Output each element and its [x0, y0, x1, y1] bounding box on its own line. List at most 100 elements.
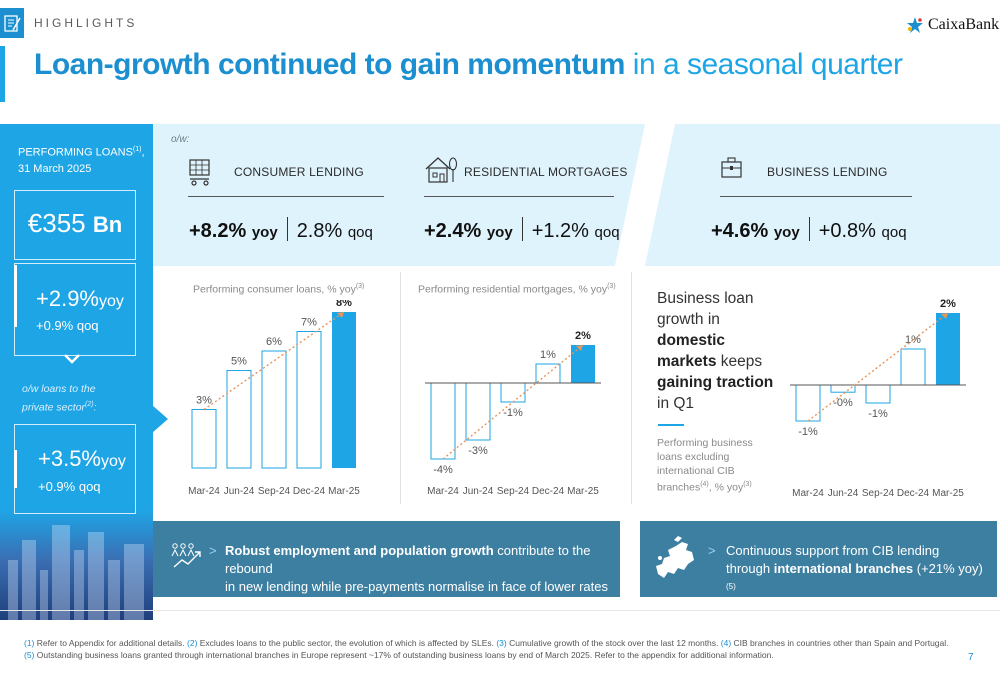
bar-Jun-24: [226, 370, 252, 469]
trend-line: [203, 311, 345, 411]
title-light: in a seasonal quarter: [624, 48, 903, 81]
cart-icon: [188, 157, 212, 192]
chart-divider-2: [631, 272, 632, 504]
data-label-Sep-24: 6%: [266, 336, 282, 348]
business-lending-label: BUSINESS LENDING: [767, 165, 888, 179]
data-label-Jun-24: 5%: [231, 356, 247, 368]
data-label-Mar-24: -1%: [798, 426, 818, 438]
private-qoq: +0.9% qoq: [38, 479, 101, 494]
europe-map-icon: [648, 534, 700, 589]
data-label-Dec-24: 1%: [540, 349, 556, 361]
data-label-Mar-25: 2%: [940, 298, 956, 310]
data-label-Mar-24: 3%: [196, 395, 212, 407]
total-loans-box: [14, 190, 136, 260]
tick-label-Mar-25: Mar-25: [932, 488, 964, 499]
bar-Dec-24: [900, 348, 926, 386]
total-loans-value: €355 Bn: [27, 208, 123, 238]
segments-band: [153, 124, 1000, 266]
bar-Mar-24: [795, 384, 821, 422]
business-chart-note: Performing business loans excluding inte…: [657, 437, 753, 494]
bar-Sep-24: [261, 350, 287, 469]
tick-label-Dec-24: Dec-24: [532, 486, 565, 497]
consumer-loans-chart: 3% Mar-24 5% Jun-24 6% Sep-24 7% Dec-24 8% Mar-25: [188, 300, 360, 497]
data-label-Sep-24: -1%: [868, 408, 888, 420]
banner-arrow-right: >: [708, 543, 716, 558]
star-icon: [907, 17, 923, 33]
page-number: 7: [968, 652, 974, 663]
data-label-Mar-25: 8%: [336, 300, 352, 309]
performing-loans-label: PERFORMING LOANS(1), 31 March 2025: [18, 146, 145, 175]
consumer-chart-title: Performing consumer loans, % yoy(3): [193, 283, 365, 296]
house-icon: [424, 153, 458, 190]
page-title: Loan-growth continued to gain momentum i…: [34, 48, 903, 82]
bar-Mar-24: [430, 382, 456, 460]
cib-banner-text: Continuous support from CIB lending thro…: [726, 543, 983, 591]
total-qoq: +0.9% qoq: [36, 318, 99, 333]
bar-Mar-25: [332, 312, 356, 468]
bar-Jun-24: [465, 382, 491, 441]
business-loans-chart: -1%Mar-24-0%Jun-24-1%Sep-241%Dec-242%Mar…: [790, 298, 966, 499]
footer-divider: [0, 610, 1000, 611]
private-sector-label: o/w loans to the private sector(2):: [22, 383, 97, 414]
highlights-icon: [0, 8, 24, 38]
mortgages-chart: -4% Mar-24 -3% Jun-24 -1% Sep-24 1% Dec-24 2% Mar…: [425, 330, 601, 497]
tick-label-Jun-24: Jun-24: [463, 486, 494, 497]
data-label-Jun-24: -0%: [833, 397, 853, 409]
tick-label-Mar-24: Mar-24: [427, 486, 459, 497]
trend-arrowhead: [337, 312, 344, 318]
section-label: HIGHLIGHTS: [34, 16, 138, 30]
performing-loans-date: 31 March 2025: [18, 162, 92, 175]
people-growth-icon: [170, 540, 204, 575]
bar-Mar-24: [191, 409, 217, 469]
employment-banner: [153, 521, 620, 597]
trend-line: [807, 312, 949, 422]
brand-name: CaixaBank: [928, 16, 1000, 33]
performing-loans-panel: [0, 124, 153, 620]
trend-line: [442, 344, 584, 460]
title-accent-bar: [0, 46, 5, 102]
employment-banner-text: Robust employment and population growth …: [225, 543, 608, 594]
residential-mortgages-label: RESIDENTIAL MORTGAGES: [464, 165, 628, 179]
consumer-divider: [188, 196, 384, 197]
business-headline: Business loan growth in domestic markets…: [657, 290, 774, 412]
tick-label-Mar-24: Mar-24: [188, 486, 220, 497]
tick-label-Mar-24: Mar-24: [792, 488, 824, 499]
trend-arrowhead: [941, 313, 948, 319]
tick-label-Sep-24: Sep-24: [497, 486, 530, 497]
briefcase-icon: [720, 156, 744, 185]
bar-Sep-24: [500, 382, 526, 403]
bar-Mar-25: [571, 345, 595, 383]
trend-arrowhead: [576, 345, 583, 351]
chevron-down-icon: [62, 352, 82, 371]
bar-Dec-24: [296, 331, 322, 469]
data-label-Dec-24: 7%: [301, 317, 317, 329]
bar-Sep-24: [865, 384, 891, 404]
data-label-Mar-25: 2%: [575, 330, 591, 342]
chart-divider-1: [400, 272, 401, 504]
mortgages-divider: [424, 196, 614, 197]
business-divider: [720, 196, 912, 197]
title-strong: Loan-growth continued to gain momentum: [34, 48, 625, 81]
mortgage-chart-title: Performing residential mortgages, % yoy(…: [418, 283, 616, 296]
data-label-Jun-24: -3%: [468, 445, 488, 457]
consumer-lending-label: CONSUMER LENDING: [234, 165, 364, 179]
city-skyline-image: [0, 510, 153, 620]
total-growth-marker: [14, 265, 17, 327]
tick-label-Mar-25: Mar-25: [328, 486, 360, 497]
data-label-Mar-24: -4%: [433, 464, 453, 476]
banner-arrow-left: >: [209, 543, 217, 558]
bar-Mar-25: [936, 313, 960, 385]
data-label-Sep-24: -1%: [503, 407, 523, 419]
total-yoy: +2.9%yoy: [36, 286, 124, 311]
ow-label: o/w:: [171, 134, 190, 145]
tick-label-Jun-24: Jun-24: [224, 486, 255, 497]
footnotes: (1) Refer to Appendix for additional det…: [24, 638, 949, 660]
tick-label-Jun-24: Jun-24: [828, 488, 859, 499]
business-kpi: +4.6% yoy +0.8% qoq: [711, 213, 907, 243]
tick-label-Mar-25: Mar-25: [567, 486, 599, 497]
panel-pointer: [152, 405, 168, 433]
cib-banner: [640, 521, 997, 597]
tick-label-Sep-24: Sep-24: [862, 488, 895, 499]
tick-label-Dec-24: Dec-24: [293, 486, 326, 497]
private-yoy: +3.5%yoy: [38, 446, 126, 471]
